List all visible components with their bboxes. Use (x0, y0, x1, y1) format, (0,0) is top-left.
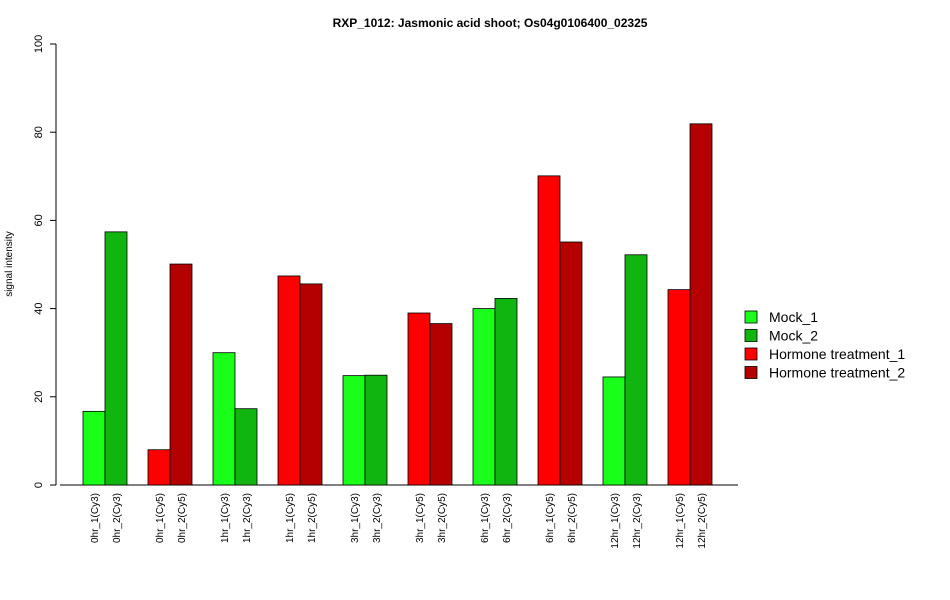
bar (602, 376, 626, 486)
chart-title: RXP_1012: Jasmonic acid shoot; Os04g0106… (333, 16, 648, 30)
bar (407, 312, 431, 486)
x-tick-label: 3hr_2(Cy3) (372, 493, 383, 543)
bar (667, 289, 691, 486)
bar (277, 275, 301, 486)
x-tick-label: 6hr_2(Cy3) (502, 493, 513, 543)
x-tick-label: 1hr_1(Cy5) (285, 493, 296, 543)
x-tick-label: 0hr_2(Cy3) (112, 493, 123, 543)
bar (559, 241, 583, 486)
x-tick-label: 3hr_1(Cy3) (350, 493, 361, 543)
legend-label: Hormone treatment_1 (769, 346, 905, 362)
x-tick-label: 3hr_1(Cy5) (415, 493, 426, 543)
y-tick-label: 100 (33, 35, 45, 53)
bar (689, 123, 713, 486)
bar (212, 352, 236, 486)
legend-label: Mock_2 (769, 328, 818, 344)
y-tick-label: 60 (33, 214, 45, 226)
y-axis-ticks: 0 20 40 60 80 100 (33, 35, 56, 488)
y-tick-label: 40 (33, 302, 45, 314)
x-tick-label: 3hr_2(Cy5) (437, 493, 448, 543)
bar (537, 175, 561, 486)
legend: Mock_1 Mock_2 Hormone treatment_1 Hormone t… (744, 309, 905, 381)
bar (624, 254, 648, 486)
bar (299, 283, 323, 486)
legend-swatch (744, 366, 758, 379)
x-tick-label: 0hr_1(Cy3) (90, 493, 101, 543)
bar-group (82, 123, 713, 486)
x-axis-tick-labels: 0hr_1(Cy3) 0hr_2(Cy3) 0hr_1(Cy5) 0hr_2(Cy5)… (90, 493, 708, 549)
x-tick-label: 0hr_1(Cy5) (155, 493, 166, 543)
legend-swatch (744, 347, 758, 361)
bar (472, 308, 496, 486)
bar (147, 449, 171, 486)
x-tick-label: 12hr_2(Cy5) (697, 493, 708, 549)
legend-swatch (744, 310, 758, 324)
bar (364, 374, 388, 486)
bar (104, 231, 128, 486)
x-tick-label: 1hr_1(Cy3) (220, 493, 231, 543)
legend-label: Mock_1 (769, 309, 818, 325)
y-axis-label: signal intensity (4, 231, 15, 297)
bar (82, 410, 106, 486)
legend-swatch (744, 329, 758, 342)
legend-label: Hormone treatment_2 (769, 365, 905, 381)
x-tick-label: 12hr_1(Cy5) (675, 493, 686, 549)
x-tick-label: 6hr_1(Cy5) (545, 493, 556, 543)
bar (429, 323, 453, 486)
bar (169, 263, 193, 486)
x-tick-label: 0hr_2(Cy5) (177, 493, 188, 543)
x-tick-label: 6hr_2(Cy5) (567, 493, 578, 543)
x-tick-label: 1hr_2(Cy3) (242, 493, 253, 543)
y-tick-label: 0 (33, 482, 45, 488)
bar (494, 298, 518, 486)
x-tick-label: 1hr_2(Cy5) (307, 493, 318, 543)
x-tick-label: 12hr_2(Cy3) (632, 493, 643, 549)
bar (234, 408, 258, 486)
bar (342, 375, 366, 486)
x-tick-label: 12hr_1(Cy3) (610, 493, 621, 549)
y-tick-label: 20 (33, 391, 45, 403)
x-tick-label: 6hr_1(Cy3) (480, 493, 491, 543)
y-tick-label: 80 (33, 126, 45, 138)
